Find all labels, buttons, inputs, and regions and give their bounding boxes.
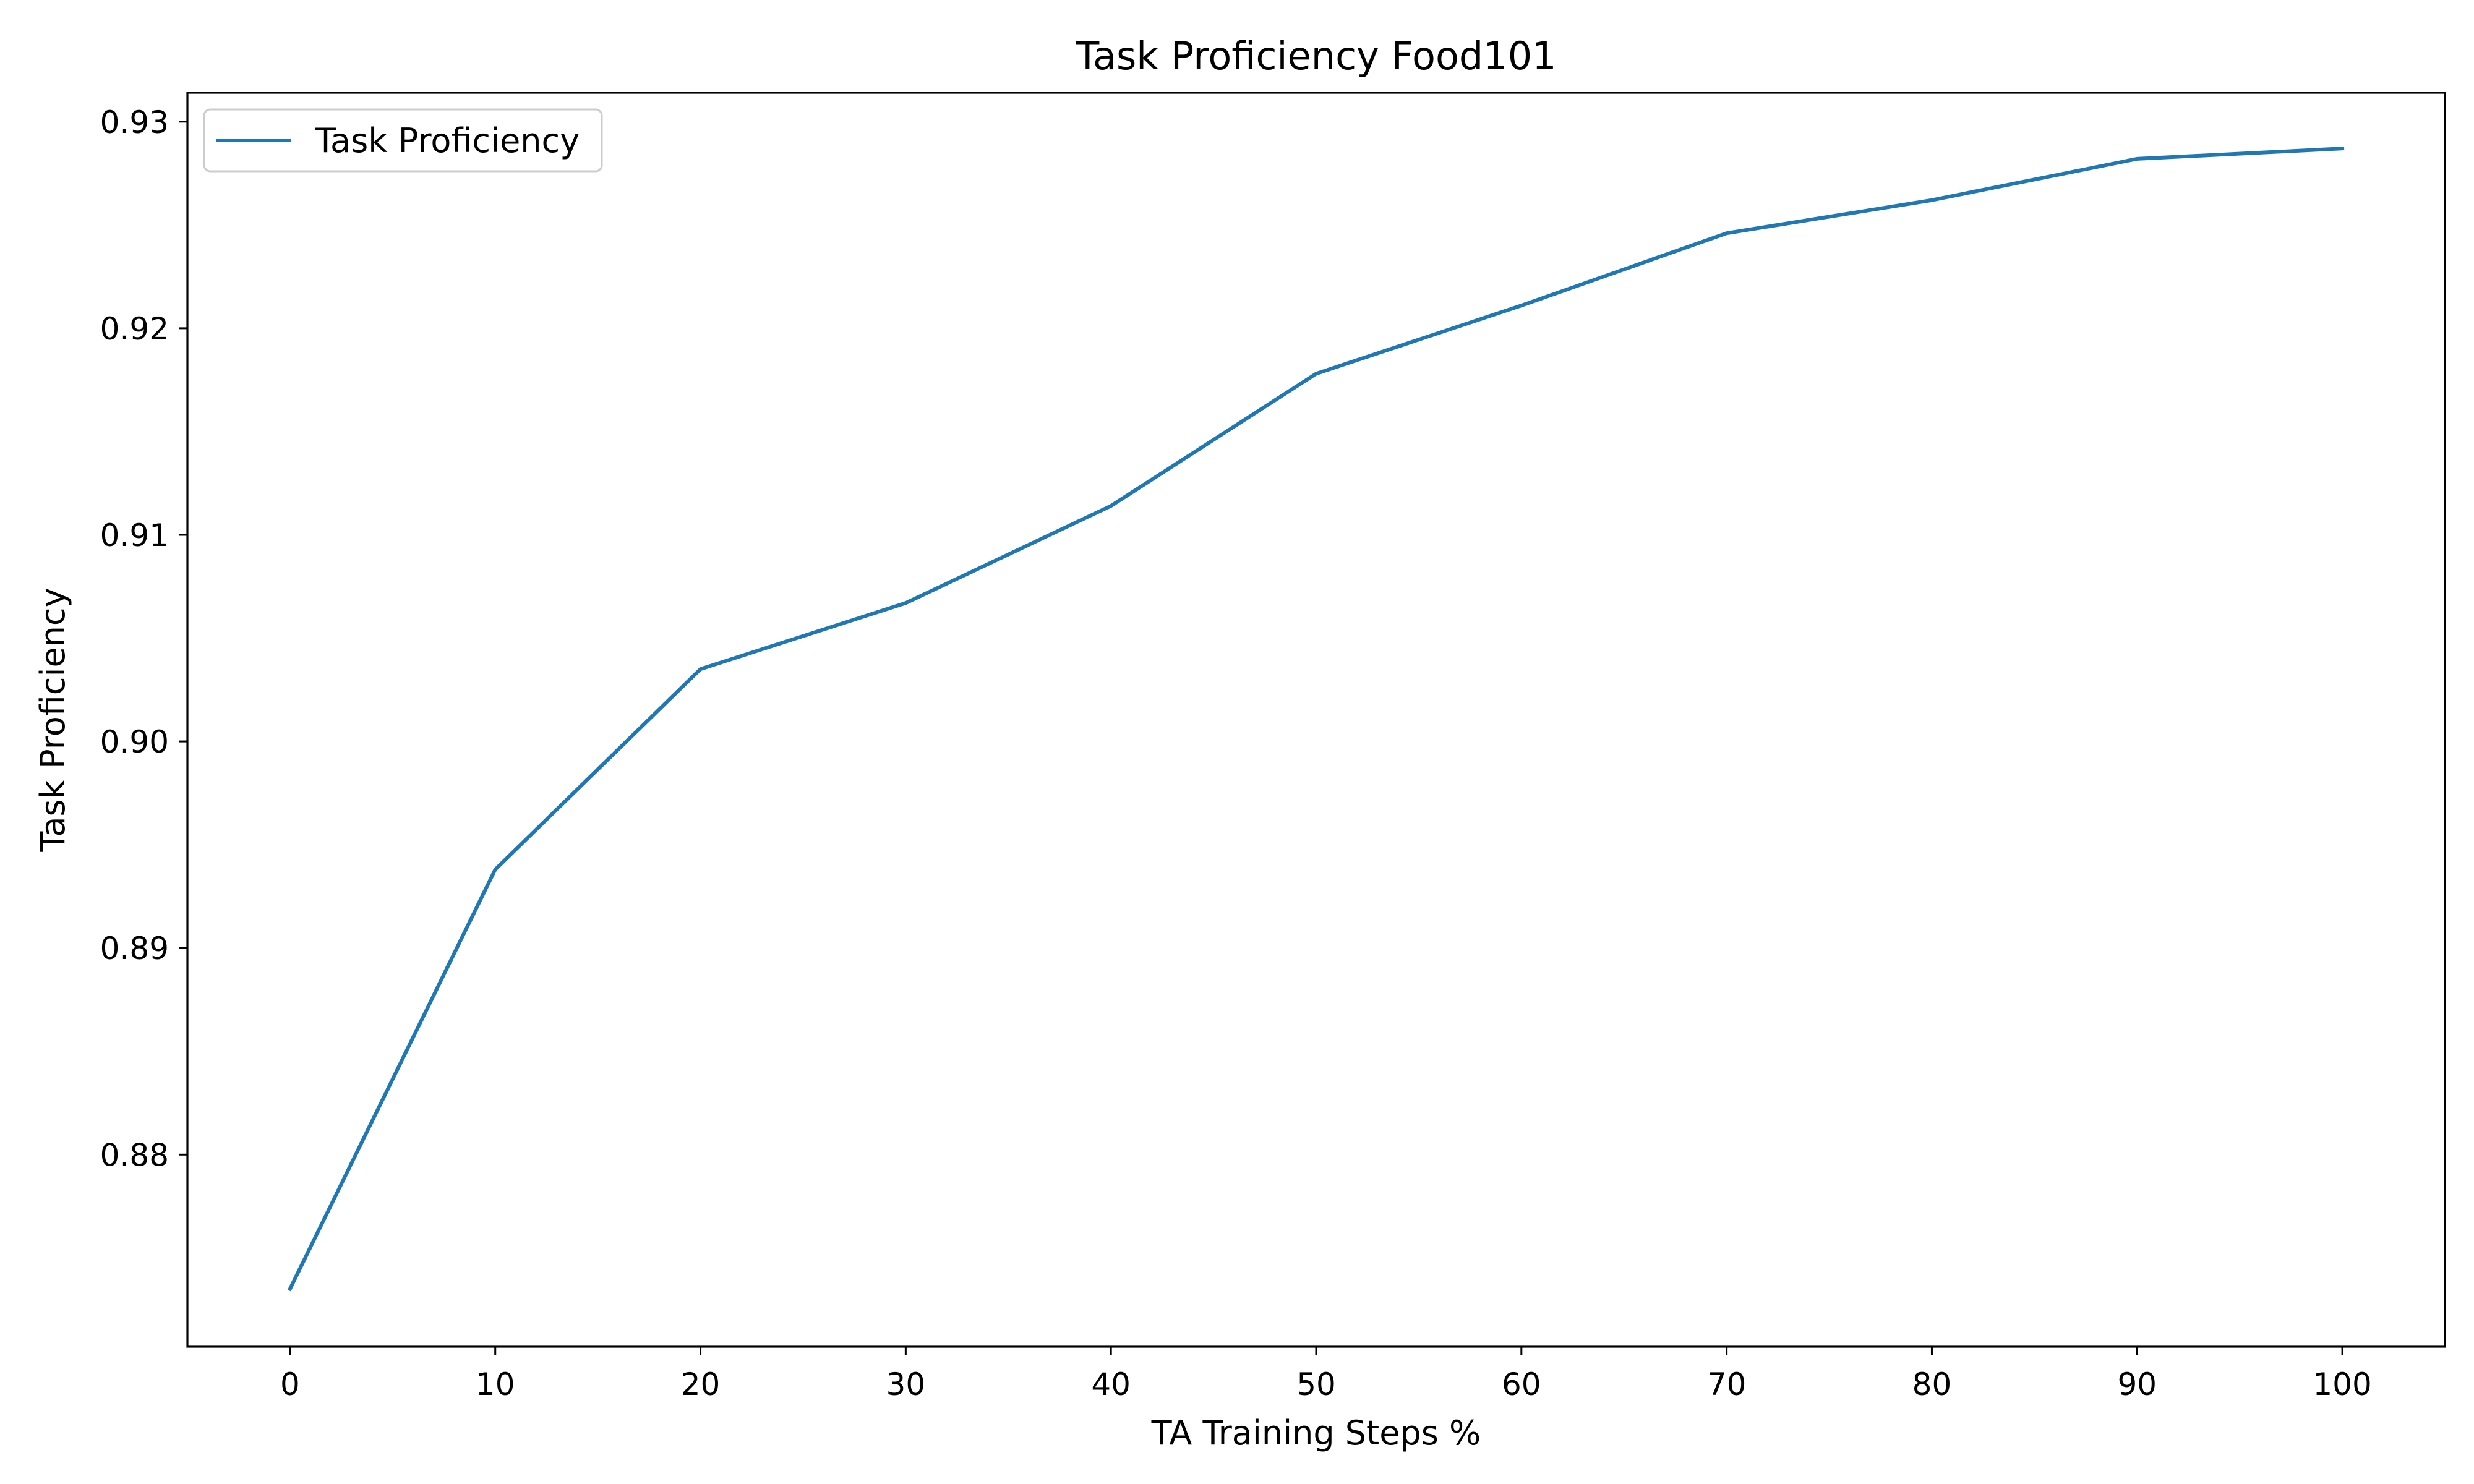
legend-label: Task Proficiency bbox=[315, 121, 580, 160]
x-tick-label: 20 bbox=[681, 1367, 721, 1402]
x-tick-label: 60 bbox=[1502, 1367, 1541, 1402]
y-tick-label: 0.92 bbox=[100, 311, 169, 347]
x-tick-label: 0 bbox=[280, 1367, 300, 1402]
axes-frame bbox=[186, 92, 2446, 1348]
y-tick-label: 0.88 bbox=[100, 1137, 169, 1173]
plot-area bbox=[287, 147, 2345, 1292]
y-axis-ticks: 0.88 0.89 0.90 0.91 0.92 0.93 bbox=[100, 104, 187, 1173]
x-tick-label: 70 bbox=[1707, 1367, 1747, 1402]
x-axis-ticks: 0 10 20 30 40 50 60 70 80 90 100 bbox=[280, 1347, 2372, 1402]
x-tick-label: 50 bbox=[1296, 1367, 1336, 1402]
x-tick-label: 30 bbox=[886, 1367, 926, 1402]
x-tick-label: 100 bbox=[2313, 1367, 2371, 1402]
series-line bbox=[287, 147, 2345, 1292]
y-tick-label: 0.90 bbox=[100, 724, 169, 760]
x-tick-label: 10 bbox=[476, 1367, 515, 1402]
x-tick-label: 80 bbox=[1912, 1367, 1952, 1402]
y-tick-label: 0.91 bbox=[100, 518, 169, 553]
legend: Task Proficiency bbox=[203, 108, 603, 173]
y-axis-label: Task Proficiency bbox=[33, 587, 72, 852]
chart-title: Task Proficiency Food101 bbox=[1075, 33, 1556, 79]
legend-box bbox=[203, 108, 603, 173]
y-tick-label: 0.93 bbox=[100, 104, 169, 140]
x-tick-label: 90 bbox=[2117, 1367, 2157, 1402]
y-tick-label: 0.89 bbox=[100, 931, 169, 966]
x-axis-label: TA Training Steps % bbox=[1151, 1414, 1481, 1452]
x-tick-label: 40 bbox=[1091, 1367, 1131, 1402]
